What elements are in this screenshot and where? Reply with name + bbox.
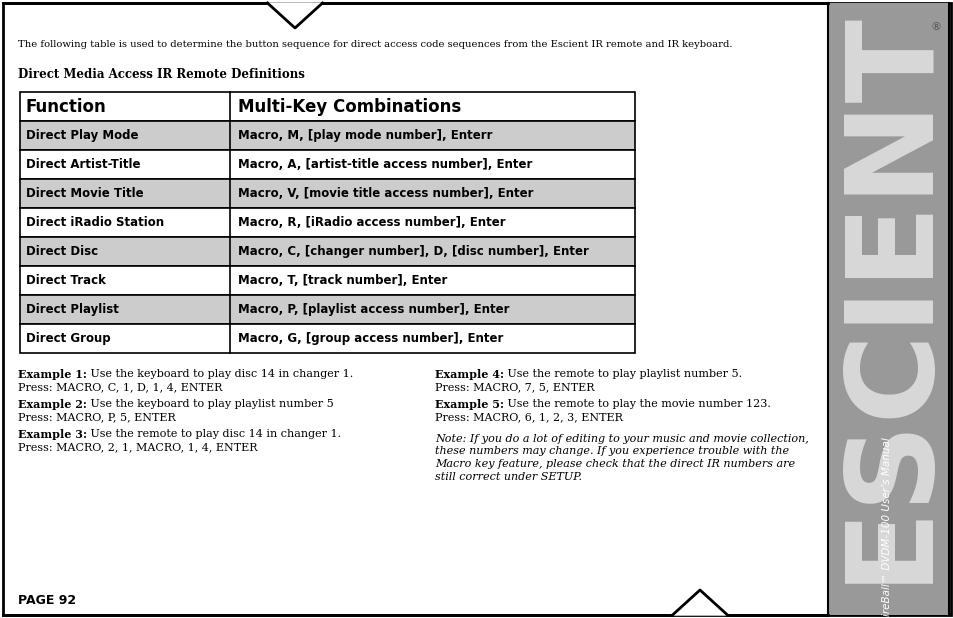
Text: Macro, C, [changer number], D, [disc number], Enter: Macro, C, [changer number], D, [disc num… [237, 245, 588, 258]
Text: Macro, G, [group access number], Enter: Macro, G, [group access number], Enter [237, 332, 503, 345]
Text: Example 1:: Example 1: [18, 369, 87, 380]
Text: FireBall™ DVDM-100 User’s Manual: FireBall™ DVDM-100 User’s Manual [882, 438, 891, 618]
Bar [20, 266, 635, 295]
Text: Example 3:: Example 3: [18, 429, 87, 440]
Text: Direct Play Mode: Direct Play Mode [26, 129, 138, 142]
Text: Direct Track: Direct Track [26, 274, 106, 287]
Polygon shape [672, 590, 727, 615]
Bar [20, 324, 635, 353]
Text: Press: MACRO, 2, 1, MACRO, 1, 4, ENTER: Press: MACRO, 2, 1, MACRO, 1, 4, ENTER [18, 442, 257, 452]
Text: Use the remote to play disc 14 in changer 1.: Use the remote to play disc 14 in change… [87, 429, 341, 439]
Text: Use the remote to play playlist number 5.: Use the remote to play playlist number 5… [503, 369, 741, 379]
Text: Use the keyboard to play disc 14 in changer 1.: Use the keyboard to play disc 14 in chan… [87, 369, 353, 379]
Text: Press: MACRO, C, 1, D, 1, 4, ENTER: Press: MACRO, C, 1, D, 1, 4, ENTER [18, 382, 222, 392]
Text: Function: Function [26, 98, 107, 116]
Text: Direct iRadio Station: Direct iRadio Station [26, 216, 164, 229]
Text: Press: MACRO, 6, 1, 2, 3, ENTER: Press: MACRO, 6, 1, 2, 3, ENTER [435, 412, 622, 422]
Bar [20, 92, 635, 121]
Text: Example 2:: Example 2: [18, 399, 87, 410]
Text: Macro key feature, please check that the direct IR numbers are: Macro key feature, please check that the… [435, 459, 794, 469]
Bar [20, 179, 635, 208]
Text: Press: MACRO, P, 5, ENTER: Press: MACRO, P, 5, ENTER [18, 412, 175, 422]
Text: Direct Movie Title: Direct Movie Title [26, 187, 144, 200]
Text: Macro, R, [iRadio access number], Enter: Macro, R, [iRadio access number], Enter [237, 216, 505, 229]
Text: Direct Media Access IR Remote Definitions: Direct Media Access IR Remote Definition… [18, 68, 305, 81]
Polygon shape [267, 3, 322, 28]
Text: Direct Artist-Title: Direct Artist-Title [26, 158, 140, 171]
Text: these numbers may change. If you experience trouble with the: these numbers may change. If you experie… [435, 446, 788, 457]
Text: Example 5:: Example 5: [435, 399, 503, 410]
Text: Use the remote to play the movie number 123.: Use the remote to play the movie number … [503, 399, 770, 409]
Bar [20, 121, 635, 150]
Bar [20, 150, 635, 179]
Text: Macro, A, [artist-title access number], Enter: Macro, A, [artist-title access number], … [237, 158, 532, 171]
Text: Note: If you do a lot of editing to your music and movie collection,: Note: If you do a lot of editing to your… [435, 434, 808, 444]
Bar [20, 237, 635, 266]
Text: Press: MACRO, 7, 5, ENTER: Press: MACRO, 7, 5, ENTER [435, 382, 594, 392]
Bar [827, 3, 949, 615]
Text: Use the keyboard to play playlist number 5: Use the keyboard to play playlist number… [87, 399, 334, 409]
Text: The following table is used to determine the button sequence for direct access c: The following table is used to determine… [18, 40, 732, 49]
Text: Direct Disc: Direct Disc [26, 245, 98, 258]
Bar [20, 208, 635, 237]
Text: Multi-Key Combinations: Multi-Key Combinations [237, 98, 460, 116]
Text: Macro, M, [play mode number], Enterr: Macro, M, [play mode number], Enterr [237, 129, 492, 142]
Bar [20, 295, 635, 324]
Text: Direct Playlist: Direct Playlist [26, 303, 119, 316]
Text: Macro, V, [movie title access number], Enter: Macro, V, [movie title access number], E… [237, 187, 533, 200]
Text: Direct Group: Direct Group [26, 332, 111, 345]
Text: Example 4:: Example 4: [435, 369, 503, 380]
Text: Macro, P, [playlist access number], Enter: Macro, P, [playlist access number], Ente… [237, 303, 509, 316]
Text: Macro, T, [track number], Enter: Macro, T, [track number], Enter [237, 274, 447, 287]
Text: ®: ® [930, 22, 941, 32]
Text: ESCIENT: ESCIENT [830, 7, 946, 583]
Text: still correct under SETUP.: still correct under SETUP. [435, 472, 581, 481]
Text: PAGE 92: PAGE 92 [18, 593, 76, 606]
